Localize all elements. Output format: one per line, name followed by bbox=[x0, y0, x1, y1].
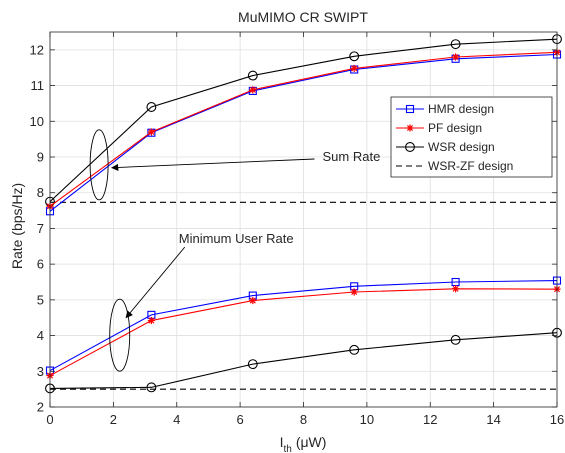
legend-item-wsr-zf-design: WSR-ZF design bbox=[396, 159, 513, 173]
data-point-wsr-design bbox=[247, 359, 258, 370]
x-axis-label: Ith (μW) bbox=[280, 434, 327, 453]
y-tick-label: 4 bbox=[37, 328, 44, 343]
data-point-wsr-design bbox=[146, 382, 157, 393]
data-point-pf-design bbox=[249, 86, 257, 94]
legend-item-pf-design: PF design bbox=[396, 121, 482, 135]
x-tick-label: 16 bbox=[550, 412, 564, 427]
series-layer bbox=[45, 34, 562, 394]
x-tick-label: 6 bbox=[237, 412, 244, 427]
y-tick-label: 10 bbox=[30, 114, 44, 129]
y-tick-label: 2 bbox=[37, 400, 44, 415]
y-tick-label: 6 bbox=[37, 257, 44, 272]
annotation-arrow bbox=[125, 246, 186, 319]
x-axis-label-sub: th bbox=[283, 444, 291, 453]
chart-title: MuMIMO CR SWIPT bbox=[238, 9, 368, 25]
legend-marker bbox=[406, 124, 414, 132]
annotation-ellipse bbox=[89, 129, 109, 201]
data-point-pf-design bbox=[249, 296, 257, 305]
x-tick-label: 4 bbox=[173, 412, 180, 427]
data-point-pf-design bbox=[350, 288, 358, 296]
series-line-wsr-design-0 bbox=[49, 38, 558, 203]
data-point-pf-design bbox=[147, 316, 155, 325]
series-line-wsr-design-1 bbox=[49, 332, 558, 389]
y-tick-label: 8 bbox=[37, 185, 44, 200]
data-point-wsr-design bbox=[450, 39, 461, 50]
data-point-wsr-design bbox=[349, 344, 360, 355]
x-axis-label-unit: (μW) bbox=[296, 434, 327, 450]
x-tick-label: 14 bbox=[486, 412, 500, 427]
y-tick-label: 7 bbox=[37, 221, 44, 236]
legend-label: WSR-ZF design bbox=[428, 159, 513, 173]
x-tick-label: 8 bbox=[300, 412, 307, 427]
legend-box bbox=[390, 96, 553, 178]
annotation-sum-rate: Sum Rate bbox=[89, 129, 381, 201]
annotation-text: Sum Rate bbox=[323, 149, 381, 164]
data-point-pf-design bbox=[350, 64, 358, 73]
legend-marker bbox=[405, 142, 415, 152]
y-tick-label: 9 bbox=[37, 150, 44, 165]
annotation-layer: Sum Rate Minimum User Rate bbox=[89, 129, 381, 372]
series-line-hmr-design-0 bbox=[49, 53, 558, 212]
data-point-wsr-design bbox=[349, 51, 360, 62]
y-tick-label: 12 bbox=[30, 42, 44, 57]
y-tick-label: 3 bbox=[37, 364, 44, 379]
y-axis-label: Rate (bps/Hz) bbox=[9, 183, 25, 269]
data-point-wsr-design bbox=[146, 102, 157, 112]
legend-label: PF design bbox=[428, 121, 482, 135]
series-line-pf-design-0 bbox=[49, 51, 558, 207]
series-wsr-zf-design bbox=[50, 201, 557, 390]
annotation-arrow bbox=[111, 158, 315, 172]
series-line-pf-design-1 bbox=[49, 288, 558, 377]
y-tick-label: 11 bbox=[31, 78, 45, 93]
legend-marker bbox=[405, 104, 415, 114]
annotation-text: Minimum User Rate bbox=[179, 231, 294, 246]
x-axis-label-main: I bbox=[280, 434, 284, 450]
grid bbox=[49, 32, 558, 408]
legend-item-hmr-design: HMR design bbox=[396, 102, 494, 116]
data-point-pf-design bbox=[452, 285, 460, 293]
y-tick-label: 5 bbox=[37, 292, 44, 307]
series-line-hmr-design-1 bbox=[49, 280, 558, 372]
annotation-minimum-user-rate: Minimum User Rate bbox=[109, 231, 294, 372]
x-tick-label: 0 bbox=[46, 412, 53, 427]
x-tick-label: 2 bbox=[110, 412, 117, 427]
data-point-wsr-design bbox=[450, 334, 461, 345]
data-point-wsr-design bbox=[247, 70, 258, 81]
legend-label: WSR design bbox=[428, 140, 495, 154]
legend-item-wsr-design: WSR design bbox=[396, 140, 495, 154]
x-tick-label: 12 bbox=[423, 412, 437, 427]
data-point-pf-design bbox=[147, 128, 155, 136]
series-hmr-design bbox=[45, 50, 562, 375]
data-point-pf-design bbox=[452, 53, 460, 61]
legend-label: HMR design bbox=[428, 102, 494, 116]
legend: HMR design PF design WSR design WSR-ZF desi… bbox=[390, 96, 553, 178]
x-tick-label: 10 bbox=[360, 412, 374, 427]
annotation-ellipse bbox=[109, 298, 131, 372]
